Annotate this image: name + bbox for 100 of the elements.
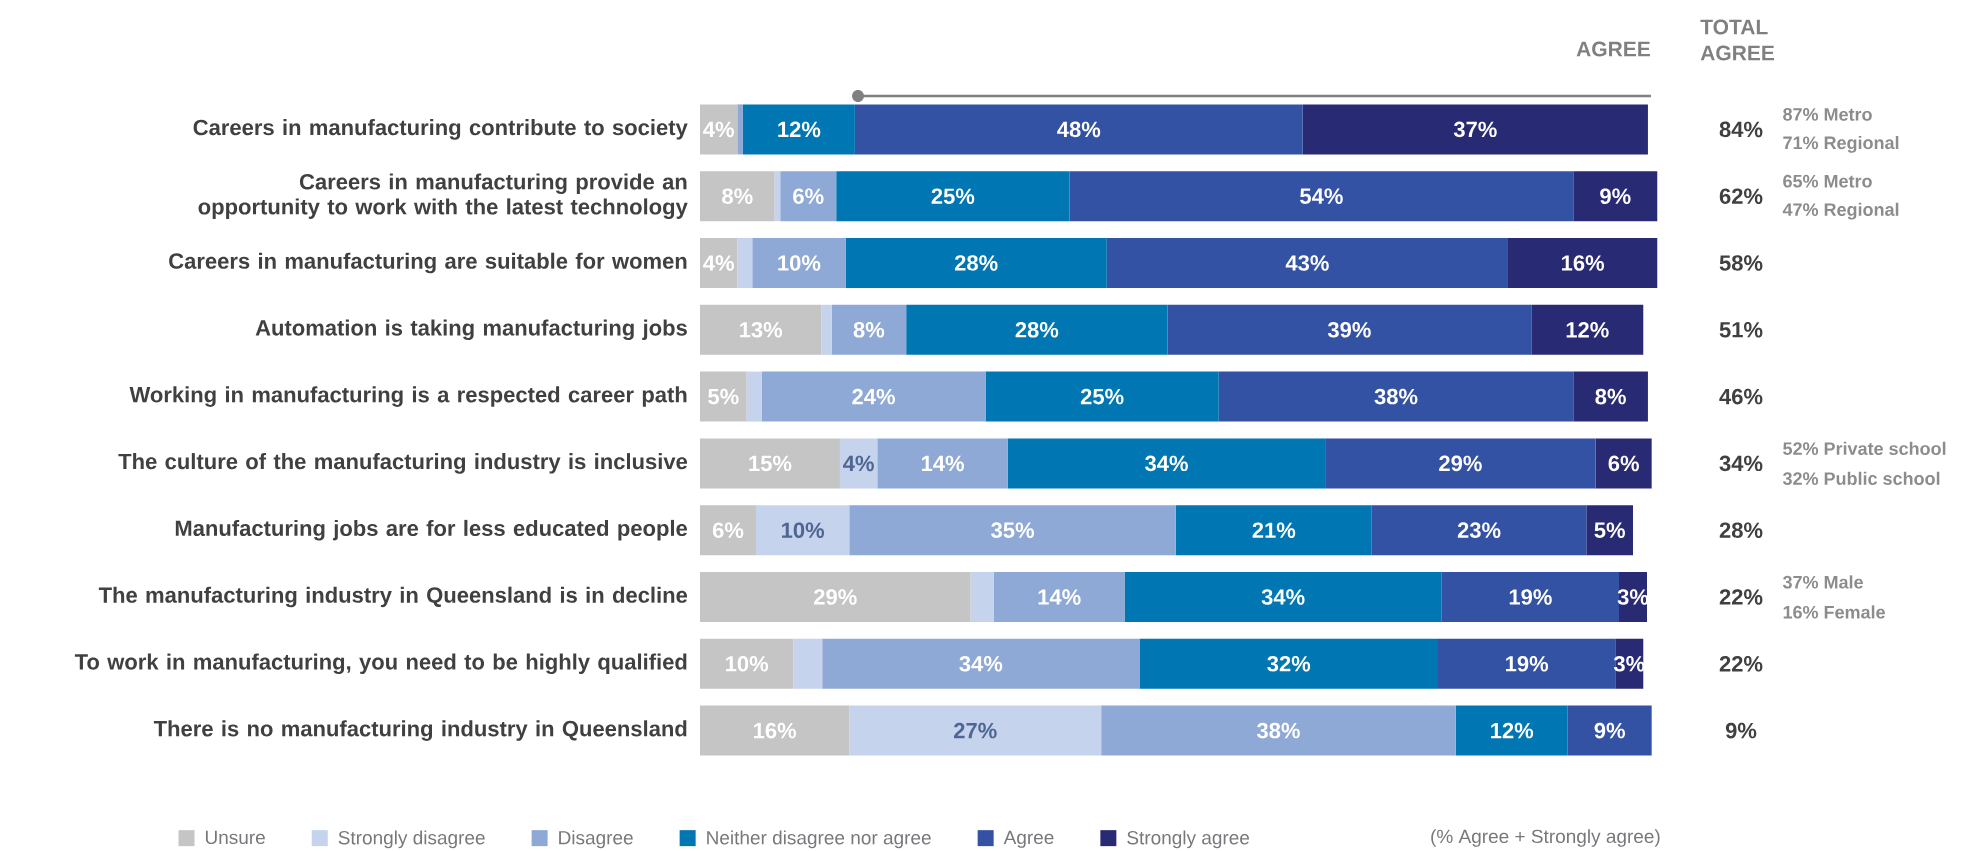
data-label: 34% xyxy=(1145,455,1188,472)
data-label: 13% xyxy=(740,321,783,338)
bar xyxy=(1531,304,1644,355)
bar xyxy=(877,438,1008,489)
bar xyxy=(700,571,971,622)
data-label: 4% xyxy=(703,121,734,138)
data-label: 4% xyxy=(703,255,734,271)
bar xyxy=(700,505,756,556)
text: 22% xyxy=(1719,589,1763,605)
bar xyxy=(1175,505,1372,556)
data-label: 14% xyxy=(1038,589,1081,605)
bar xyxy=(821,304,832,355)
bar xyxy=(836,171,1070,222)
legend-label: Neither disagree nor agree xyxy=(707,830,931,849)
y-tick-label: Careers in manufacturing are suitable for women xyxy=(169,252,687,274)
data-label: 6% xyxy=(712,522,744,538)
text: TOTAL AGREE xyxy=(1700,19,1775,61)
text: 87% Metro xyxy=(1783,108,1872,121)
data-label: 3% xyxy=(1617,589,1649,605)
bar xyxy=(985,371,1219,422)
data-label: 6% xyxy=(793,188,824,204)
data-label: 29% xyxy=(814,589,857,605)
data-label: 54% xyxy=(1300,188,1343,204)
data-label: 21% xyxy=(1252,522,1296,538)
bar xyxy=(793,638,823,689)
data-label: 9% xyxy=(1594,722,1625,739)
bar xyxy=(1567,705,1652,756)
bar xyxy=(737,238,753,288)
bar xyxy=(822,638,1140,689)
bar xyxy=(742,104,855,155)
data-label: 27% xyxy=(954,722,997,739)
bar xyxy=(1455,705,1568,756)
text: 51% xyxy=(1719,322,1763,338)
data-label: 43% xyxy=(1285,255,1329,271)
data-label: 38% xyxy=(1256,722,1300,739)
text: 71% Regional xyxy=(1783,135,1899,153)
bar xyxy=(1573,171,1658,222)
y-tick-label: There is no manufacturing industry in Queensland xyxy=(153,720,687,741)
text: 9% xyxy=(1725,722,1757,739)
text: AGREE xyxy=(1576,41,1650,57)
bar xyxy=(849,505,1176,556)
bar xyxy=(831,304,907,355)
data-label: 19% xyxy=(1509,589,1552,605)
data-label: 25% xyxy=(931,188,975,204)
bar xyxy=(700,304,822,355)
y-tick-label: Working in manufacturing is a respected career path xyxy=(129,386,687,407)
data-label: 38% xyxy=(1374,388,1418,405)
data-label: 37% xyxy=(1453,121,1497,138)
text: 16% Female xyxy=(1783,605,1885,619)
bar xyxy=(993,571,1125,622)
bar xyxy=(700,638,794,689)
bar xyxy=(700,371,747,422)
legend-label: Strongly agree xyxy=(1127,830,1250,849)
text: 34% xyxy=(1719,455,1763,472)
bar xyxy=(970,571,994,622)
data-label: 4% xyxy=(843,455,874,472)
data-label: 16% xyxy=(1562,255,1605,271)
data-label: 8% xyxy=(1595,388,1626,405)
bar xyxy=(761,371,986,422)
text: 58% xyxy=(1719,255,1763,271)
text: 37% Male xyxy=(1782,575,1863,589)
data-label: 29% xyxy=(1439,455,1482,472)
text: 32% Public school xyxy=(1782,471,1940,486)
data-label: 12% xyxy=(1566,322,1609,338)
data-label: 12% xyxy=(778,121,821,138)
y-tick-label: The culture of the manufacturing industry is inclusive xyxy=(118,453,688,474)
text: 52% Private school xyxy=(1783,441,1946,455)
legend-label: Strongly disagree xyxy=(338,830,485,849)
legend-label: Unsure xyxy=(205,830,265,845)
text: 47% Regional xyxy=(1782,202,1899,220)
data-label: 15% xyxy=(749,455,792,472)
data-label: 16% xyxy=(754,722,797,739)
data-label: 12% xyxy=(1491,722,1534,739)
bar xyxy=(849,705,1102,756)
data-label: 34% xyxy=(1261,589,1305,605)
text: 84% xyxy=(1719,121,1763,138)
data-label: 9% xyxy=(1600,188,1631,204)
data-label: 5% xyxy=(708,388,739,405)
text: 46% xyxy=(1719,388,1763,405)
bar xyxy=(700,705,850,756)
data-label: 10% xyxy=(726,655,769,672)
bar xyxy=(700,438,840,489)
data-label: 8% xyxy=(853,321,885,338)
bar xyxy=(1106,238,1508,288)
text: (% Agree + Strongly agree) xyxy=(1431,829,1660,847)
text: 28% xyxy=(1719,522,1763,538)
text: 65% Metro xyxy=(1783,174,1872,188)
data-label: 35% xyxy=(991,522,1034,538)
data-label: 28% xyxy=(954,255,998,271)
data-label: 34% xyxy=(959,655,1003,672)
bar xyxy=(1139,638,1439,689)
bar xyxy=(737,104,743,155)
data-label: 8% xyxy=(722,188,753,204)
bar xyxy=(1595,438,1652,489)
bar xyxy=(1438,638,1616,689)
bar xyxy=(1124,571,1442,622)
bar xyxy=(780,171,837,222)
bar xyxy=(1007,438,1326,489)
bar xyxy=(854,104,1303,155)
data-label: 28% xyxy=(1015,321,1059,338)
